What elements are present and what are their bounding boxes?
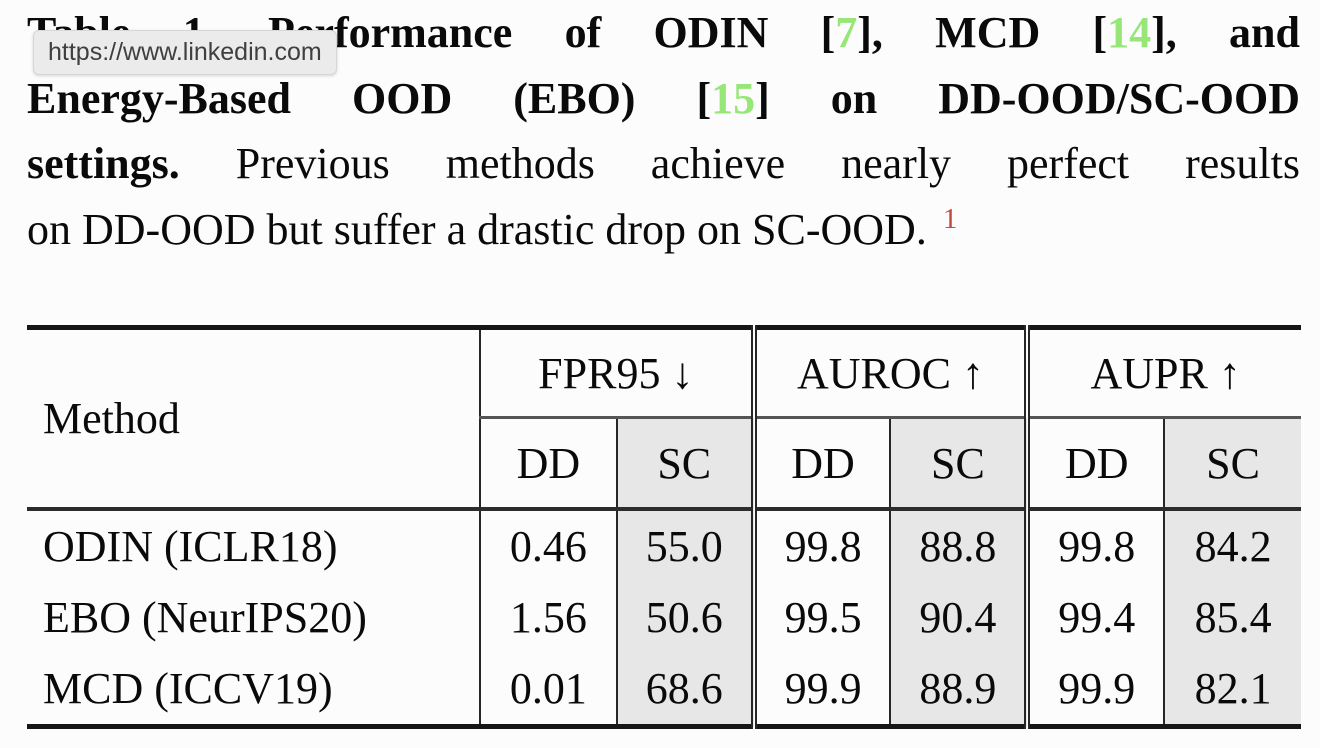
caption-text: settings. (27, 139, 236, 188)
subheader-cell: DD (480, 417, 617, 511)
caption-line: settings. Previous methods achieve nearl… (27, 131, 1300, 197)
caption-text: Energy-Based OOD (EBO) [ (27, 73, 712, 123)
link-url-tooltip: https://www.linkedin.com (33, 30, 337, 75)
caption-line: Table 1. Performance of ODIN [7], MCD [1… (27, 0, 1300, 66)
caption-text: Performance of ODIN [ (268, 8, 836, 57)
citation-link[interactable]: 14 (1107, 8, 1152, 57)
subheader-cell: SC (1163, 417, 1301, 511)
subheader-cell: DD (1024, 417, 1165, 511)
caption-text: ] on DD-OOD/SC-OOD (755, 73, 1300, 123)
value-cell: 0.46 (509, 522, 587, 571)
table-row: ODIN (ICLR18) 0.46 55.0 99.8 88.8 99.8 84.2 (27, 509, 1301, 582)
value-cell: 99.9 (750, 653, 891, 727)
value-cell: 99.4 (1024, 582, 1165, 653)
value-cell: 88.9 (889, 653, 1028, 727)
value-cell: 90.4 (889, 582, 1028, 653)
table-body: ODIN (ICLR18) 0.46 55.0 99.8 88.8 99.8 84.2 EBO… (27, 509, 1301, 727)
caption-line: Energy-Based OOD (EBO) [15] on DD-OOD/SC… (27, 66, 1300, 132)
subheader-cell: SC (615, 417, 754, 511)
table-row: EBO (NeurIPS20) 1.56 50.6 99.5 90.4 99.4 85.4 (27, 582, 1301, 653)
group-header-cell: FPR95 ↓ (480, 327, 754, 419)
subheader-cell: SC (889, 417, 1028, 511)
subheader-row: DD SC DD SC DD SC (27, 417, 1301, 511)
method-cell: MCD (ICCV19) (27, 653, 481, 727)
group-header-cell: AUROC ↑ (750, 327, 1028, 419)
footnote-link[interactable]: 1 (942, 202, 958, 235)
value-cell: 99.8 (1024, 509, 1165, 582)
citation-link[interactable]: 7 (835, 8, 858, 57)
link-url-text: https://www.linkedin.com (48, 38, 322, 66)
value-cell: 50.6 (615, 582, 754, 653)
value-cell: 99.9 (1024, 653, 1165, 727)
table-header: Method FPR95 ↓ AUROC ↑ AUPR ↑ DD SC DD SC DD SC (27, 327, 1301, 511)
table-caption: Table 1. Performance of ODIN [7], MCD [1… (27, 0, 1300, 262)
caption-text: ], MCD [ (857, 8, 1108, 57)
value-cell: 82.1 (1163, 653, 1301, 727)
value-cell: 1.56 (509, 593, 587, 642)
group-header-cell: AUPR ↑ (1024, 327, 1301, 419)
value-cell: 88.8 (889, 509, 1028, 582)
caption-text: ], and (1151, 8, 1300, 57)
value-cell: 85.4 (1163, 582, 1301, 653)
value-cell: 84.2 (1163, 509, 1301, 582)
method-cell: ODIN (ICLR18) (27, 509, 481, 582)
method-cell: EBO (NeurIPS20) (27, 582, 481, 653)
value-cell: 99.8 (750, 509, 891, 582)
caption-line: on DD-OOD but suffer a drastic drop on S… (27, 197, 1300, 263)
caption-text: Previous methods achieve nearly perfect … (235, 139, 1300, 188)
value-cell: 68.6 (615, 653, 754, 727)
citation-link[interactable]: 15 (711, 73, 756, 123)
caption-text: on DD-OOD but suffer a drastic drop on S… (27, 204, 938, 254)
header-group-row: Method FPR95 ↓ AUROC ↑ AUPR ↑ (27, 327, 1301, 511)
value-cell: 99.5 (750, 582, 891, 653)
value-cell: 55.0 (615, 509, 754, 582)
value-cell: 0.01 (509, 664, 587, 713)
method-header-cell: Method (27, 327, 481, 511)
table-row: MCD (ICCV19) 0.01 68.6 99.9 88.9 99.9 82.1 (27, 653, 1301, 727)
results-table: Method FPR95 ↓ AUROC ↑ AUPR ↑ DD SC DD SC DD SC OD… (27, 325, 1301, 729)
subheader-cell: DD (750, 417, 891, 511)
